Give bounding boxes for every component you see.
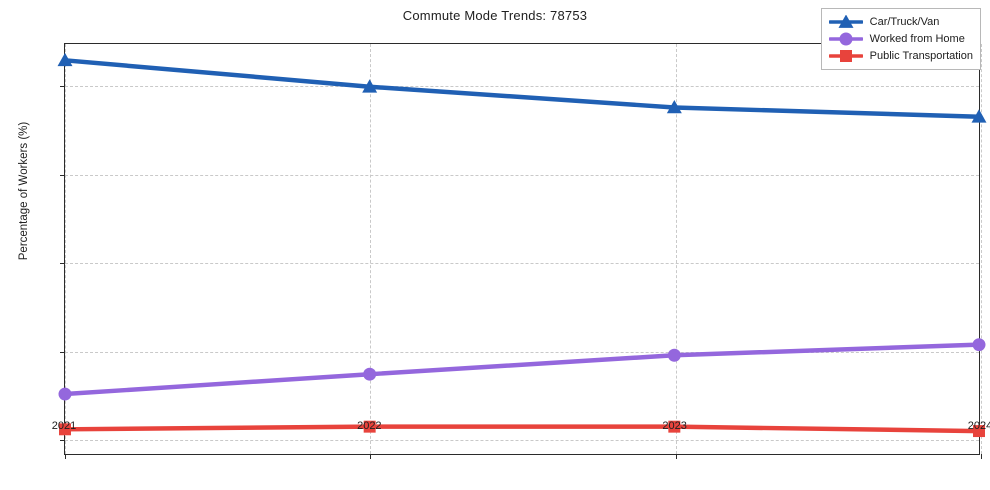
series-layer [57,52,987,438]
y-tick-mark [60,174,65,176]
gridline-vertical [65,44,66,454]
gridline-vertical [370,44,372,454]
x-tick-mark [370,454,372,459]
data-point-marker [363,420,376,433]
legend-label: Public Transportation [869,49,973,62]
data-point-marker [973,425,985,438]
y-axis-label: Percentage of Workers (%) [18,121,30,261]
data-point-marker [59,423,71,436]
data-point-marker [362,79,378,93]
x-tick-mark [675,454,677,459]
gridline-horizontal [65,86,979,88]
data-point-marker [667,348,681,362]
gridline-vertical [981,44,982,454]
x-tick-label: 2023 [662,420,687,432]
data-point-marker [839,49,852,62]
series-worked-from-home [58,338,986,401]
legend-label: Worked from Home [869,32,965,45]
legend-swatch-square-icon [827,49,864,63]
gridline-vertical [675,44,677,454]
gridline-horizontal [65,351,979,353]
y-tick-mark [60,263,65,265]
data-point-marker [666,100,682,114]
data-point-marker [838,14,854,28]
y-tick-mark [60,440,65,442]
chart-title: Commute Mode Trends: 78753 [402,8,588,23]
data-point-marker [668,420,681,433]
data-point-marker [57,52,73,67]
series-public-transportation [59,420,985,438]
x-tick-mark [65,454,66,459]
series-line [62,342,982,397]
data-point-marker [363,367,377,381]
data-point-marker [972,338,986,352]
series-line [62,58,982,119]
chart-legend: Car/Truck/Van Worked from Home Public Tran… [820,8,981,70]
x-tick-label: 2021 [51,420,77,432]
data-point-marker [971,109,987,123]
plot-area [57,43,987,459]
legend-swatch-triangle-icon [827,14,864,29]
x-tick-mark [981,454,982,459]
legend-item[interactable]: Public Transportation [827,47,973,64]
y-tick-mark [60,86,65,88]
x-tick-label: 2022 [357,420,382,432]
data-point-marker [839,32,853,45]
y-tick-mark [60,351,65,353]
gridline-horizontal [65,263,979,265]
series-car-truck-van [57,52,987,123]
series-line [62,424,982,434]
legend-swatch-circle-icon [827,32,864,46]
legend-item[interactable]: Car/Truck/Van [827,13,973,30]
data-point-marker [58,387,72,401]
legend-label: Car/Truck/Van [869,15,940,28]
legend-item[interactable]: Worked from Home [827,30,973,47]
x-tick-label: 2024 [967,420,990,432]
gridline-horizontal [65,174,979,176]
gridline-horizontal [65,440,979,442]
